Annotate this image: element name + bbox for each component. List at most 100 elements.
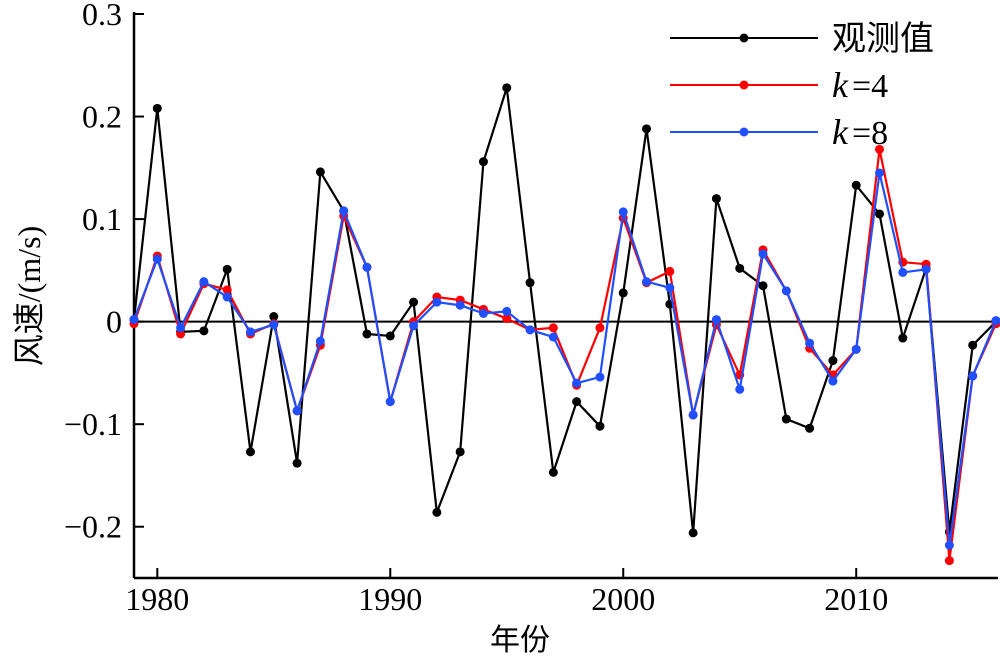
data-point xyxy=(269,320,279,330)
data-point xyxy=(828,356,838,366)
data-point xyxy=(665,283,675,293)
data-point xyxy=(665,266,675,276)
data-point xyxy=(548,467,558,477)
data-point xyxy=(222,285,232,295)
data-point xyxy=(502,306,512,316)
series-line xyxy=(132,172,998,546)
data-point xyxy=(688,410,698,420)
data-point xyxy=(688,528,698,538)
data-point xyxy=(548,323,558,333)
data-point xyxy=(315,336,325,346)
data-point xyxy=(968,340,978,350)
data-point xyxy=(898,333,908,343)
series-group xyxy=(129,83,1000,566)
data-point xyxy=(245,327,255,337)
series-line xyxy=(132,149,998,561)
x-tick-label: 2010 xyxy=(824,581,888,617)
y-tick-label: 0 xyxy=(106,304,122,340)
data-point xyxy=(362,262,372,272)
data-point xyxy=(851,180,861,190)
data-point xyxy=(735,384,745,394)
data-point xyxy=(362,329,372,339)
data-point xyxy=(502,314,512,324)
data-point xyxy=(875,144,885,154)
data-point xyxy=(758,249,768,259)
data-point xyxy=(898,267,908,277)
legend-label: =4 xyxy=(852,68,888,105)
data-point xyxy=(711,194,721,204)
data-point xyxy=(711,315,721,325)
x-tick-label: 1990 xyxy=(358,581,422,617)
data-point xyxy=(781,286,791,296)
data-point xyxy=(572,378,582,388)
legend-label-italic: k xyxy=(832,112,849,152)
data-point xyxy=(199,277,209,287)
data-point xyxy=(315,167,325,177)
data-point xyxy=(875,209,885,219)
series-line xyxy=(132,87,997,533)
data-point xyxy=(455,447,465,457)
data-point xyxy=(478,308,488,318)
data-point xyxy=(968,371,978,381)
data-point xyxy=(152,254,162,264)
data-point xyxy=(851,344,861,354)
data-point xyxy=(385,397,395,407)
data-point xyxy=(222,292,232,302)
data-point xyxy=(828,376,838,386)
data-point xyxy=(618,207,628,217)
data-point xyxy=(409,297,419,307)
data-point xyxy=(222,264,232,274)
legend-label: 观测值 xyxy=(832,20,934,58)
data-point xyxy=(292,406,302,416)
data-point xyxy=(572,397,582,407)
data-point xyxy=(875,168,885,178)
x-tick-label: 2000 xyxy=(591,581,655,617)
data-point xyxy=(595,323,605,333)
data-point xyxy=(991,316,1000,326)
y-tick-label: 0.1 xyxy=(82,201,122,237)
legend-label: =8 xyxy=(852,115,888,152)
data-point xyxy=(152,103,162,113)
data-point xyxy=(199,326,209,336)
data-point xyxy=(176,329,186,339)
data-point xyxy=(758,281,768,291)
legend-label-italic: k xyxy=(832,65,849,105)
legend-marker xyxy=(739,80,749,90)
y-tick-label: 0.3 xyxy=(82,0,122,32)
data-point xyxy=(455,300,465,310)
x-tick-label: 1980 xyxy=(125,581,189,617)
data-point xyxy=(595,421,605,431)
data-point xyxy=(525,278,535,288)
data-point xyxy=(129,315,139,325)
y-axis-label: 风速/(m/s) xyxy=(11,226,47,366)
data-point xyxy=(805,338,815,348)
data-point xyxy=(618,288,628,298)
data-point xyxy=(944,556,954,566)
y-tick-label: 0.2 xyxy=(82,99,122,135)
data-point xyxy=(385,331,395,341)
data-point xyxy=(642,277,652,287)
data-point xyxy=(292,458,302,468)
series-2 xyxy=(129,168,1000,550)
data-point xyxy=(339,206,349,216)
data-point xyxy=(269,312,279,322)
data-point xyxy=(176,323,186,333)
data-point xyxy=(548,332,558,342)
legend-marker xyxy=(739,127,749,137)
data-point xyxy=(409,321,419,331)
data-point xyxy=(432,507,442,517)
y-tick-label: −0.1 xyxy=(64,406,122,442)
data-point xyxy=(642,124,652,134)
data-point xyxy=(735,263,745,273)
legend-marker xyxy=(739,33,749,43)
data-point xyxy=(432,297,442,307)
data-point xyxy=(944,540,954,550)
data-point xyxy=(478,157,488,167)
data-point xyxy=(525,325,535,335)
data-point xyxy=(805,423,815,433)
data-point xyxy=(781,414,791,424)
data-point xyxy=(502,83,512,93)
data-point xyxy=(595,372,605,382)
series-1 xyxy=(129,144,1000,566)
